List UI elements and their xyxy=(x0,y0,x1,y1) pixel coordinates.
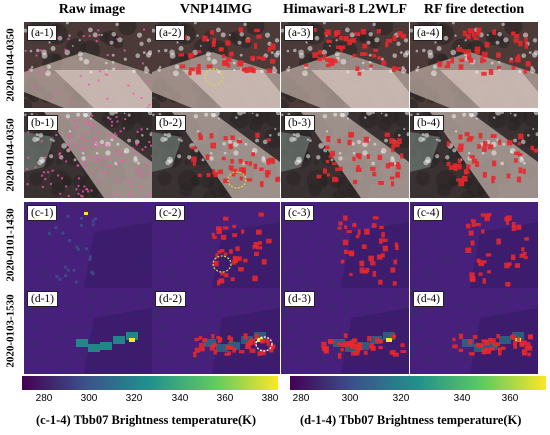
panel-tag: (c-4) xyxy=(413,205,444,221)
column-header-himawari: Himawari-8 L2WLF xyxy=(282,2,408,17)
panel-d-1: (d-1) xyxy=(24,288,152,374)
panel-image xyxy=(24,202,152,288)
panel-tag: (d-3) xyxy=(284,291,315,307)
panel-d-2: (d-2) xyxy=(152,288,280,374)
row-label-c: 2020-0101-1430 xyxy=(5,208,18,282)
colorbar-d-tick: 300 xyxy=(341,393,359,404)
panel-c-1: (c-1) xyxy=(24,202,152,288)
panel-tag: (c-2) xyxy=(155,205,186,221)
panel-tag: (a-2) xyxy=(155,25,186,41)
panel-c-4: (c-4) xyxy=(410,202,538,288)
panel-tag: (d-4) xyxy=(413,291,444,307)
panel-tag: (b-4) xyxy=(413,115,444,131)
panel-c-3: (c-3) xyxy=(281,202,409,288)
panel-tag: (b-2) xyxy=(155,115,186,131)
colorbar-c-tick: 300 xyxy=(80,393,98,404)
colorbar-d-tick: 340 xyxy=(453,393,471,404)
colorbar-d-label: (d-1-4) Tbb07 Brightness temperature(K) xyxy=(300,413,522,427)
panel-tag: (a-3) xyxy=(284,25,315,41)
colorbar-c-tick: 320 xyxy=(125,393,143,404)
highlight-ellipse xyxy=(204,68,224,86)
colorbar-d-tick: 320 xyxy=(392,393,410,404)
highlight-ellipse xyxy=(212,255,232,273)
panel-c-2: (c-2) xyxy=(152,202,280,288)
colorbar-c xyxy=(22,376,278,390)
colorbar-d-tick: 280 xyxy=(292,393,310,404)
panel-d-3: (d-3) xyxy=(281,288,409,374)
column-header-vnp14img: VNP14IMG xyxy=(179,2,253,17)
colorbar-c-tick: 340 xyxy=(171,393,189,404)
panel-tag: (a-1) xyxy=(27,25,58,41)
colorbar-c-tick: 360 xyxy=(216,393,234,404)
panel-tag: (d-1) xyxy=(27,291,58,307)
panel-b-2: (b-2) xyxy=(152,112,280,198)
panel-tag: (d-2) xyxy=(155,291,186,307)
panel-a-3: (a-3) xyxy=(281,22,409,108)
panel-b-3: (b-3) xyxy=(281,112,409,198)
panel-tag: (b-3) xyxy=(284,115,315,131)
colorbar-c-tick: 280 xyxy=(35,393,53,404)
panel-b-4: (b-4) xyxy=(410,112,538,198)
row-label-a: 2020-0104-0350 xyxy=(5,28,18,102)
panel-a-2: (a-2) xyxy=(152,22,280,108)
panel-image xyxy=(281,112,409,198)
panel-b-1: (b-1) xyxy=(24,112,152,198)
panel-image xyxy=(24,22,152,108)
highlight-ellipse xyxy=(227,171,247,189)
panel-a-1: (a-1) xyxy=(24,22,152,108)
panel-tag: (b-1) xyxy=(27,115,58,131)
row-label-d: 2020-0103-1530 xyxy=(5,294,18,368)
panel-d-4: (d-4) xyxy=(410,288,538,374)
colorbar-d xyxy=(290,376,546,390)
panel-image xyxy=(152,288,280,374)
column-header-raw-image: Raw image xyxy=(58,2,126,17)
row-label-b: 2020-0104-0350 xyxy=(5,118,18,192)
panel-tag: (c-3) xyxy=(284,205,315,221)
panel-tag: (a-4) xyxy=(413,25,444,41)
panel-tag: (c-1) xyxy=(27,205,58,221)
colorbar-d-tick: 360 xyxy=(501,393,519,404)
panel-image xyxy=(152,202,280,288)
panel-image xyxy=(281,22,409,108)
highlight-ellipse xyxy=(255,336,273,352)
panel-image xyxy=(24,112,152,198)
colorbar-c-label: (c-1-4) Tbb07 Brightness temperature(K) xyxy=(36,413,256,427)
panel-a-4: (a-4) xyxy=(410,22,538,108)
colorbar-c-tick: 380 xyxy=(261,393,279,404)
column-header-rf-fire-detection: RF fire detection xyxy=(423,2,525,17)
panel-image xyxy=(410,112,538,198)
